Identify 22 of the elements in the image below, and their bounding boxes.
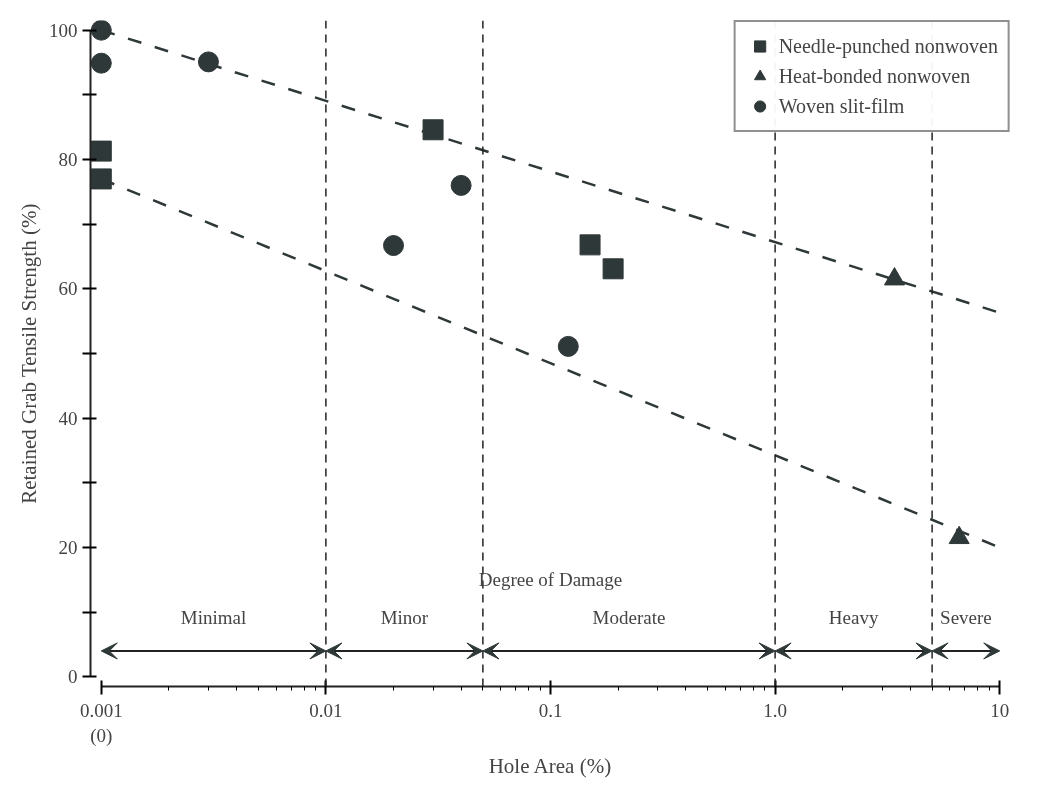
legend-label: Heat-bonded nonwoven: [778, 64, 971, 88]
y-tick-label: 20: [58, 536, 78, 558]
y-tick-label: 60: [58, 278, 78, 300]
legend-label: Needle-punched nonwoven: [778, 34, 998, 58]
y-tick-label: 0: [68, 666, 78, 688]
annotation: Moderate: [592, 607, 666, 629]
y-tick-label: 80: [58, 149, 78, 171]
x-axis-title: Hole Area (%): [488, 753, 612, 778]
annotation: Heavy: [828, 607, 879, 629]
annotation: Minor: [380, 607, 429, 629]
y-axis-title: Retained Grab Tensile Strength (%): [17, 203, 41, 504]
annotation: Severe: [940, 607, 992, 629]
y-tick-label: 40: [58, 407, 78, 429]
x-tick-label: 0.01: [309, 699, 343, 721]
x-tick-label: 10: [990, 699, 1010, 721]
y-tick-label: 100: [49, 19, 78, 41]
x-tick-label: 0.001 (0): [79, 699, 123, 747]
x-tick-label: 0.1: [538, 699, 563, 721]
legend-label: Woven slit-film: [778, 94, 905, 118]
annotation: Minimal: [180, 607, 247, 629]
x-tick-label: 1.0: [763, 699, 787, 721]
annotation: Degree of Damage: [478, 568, 623, 590]
